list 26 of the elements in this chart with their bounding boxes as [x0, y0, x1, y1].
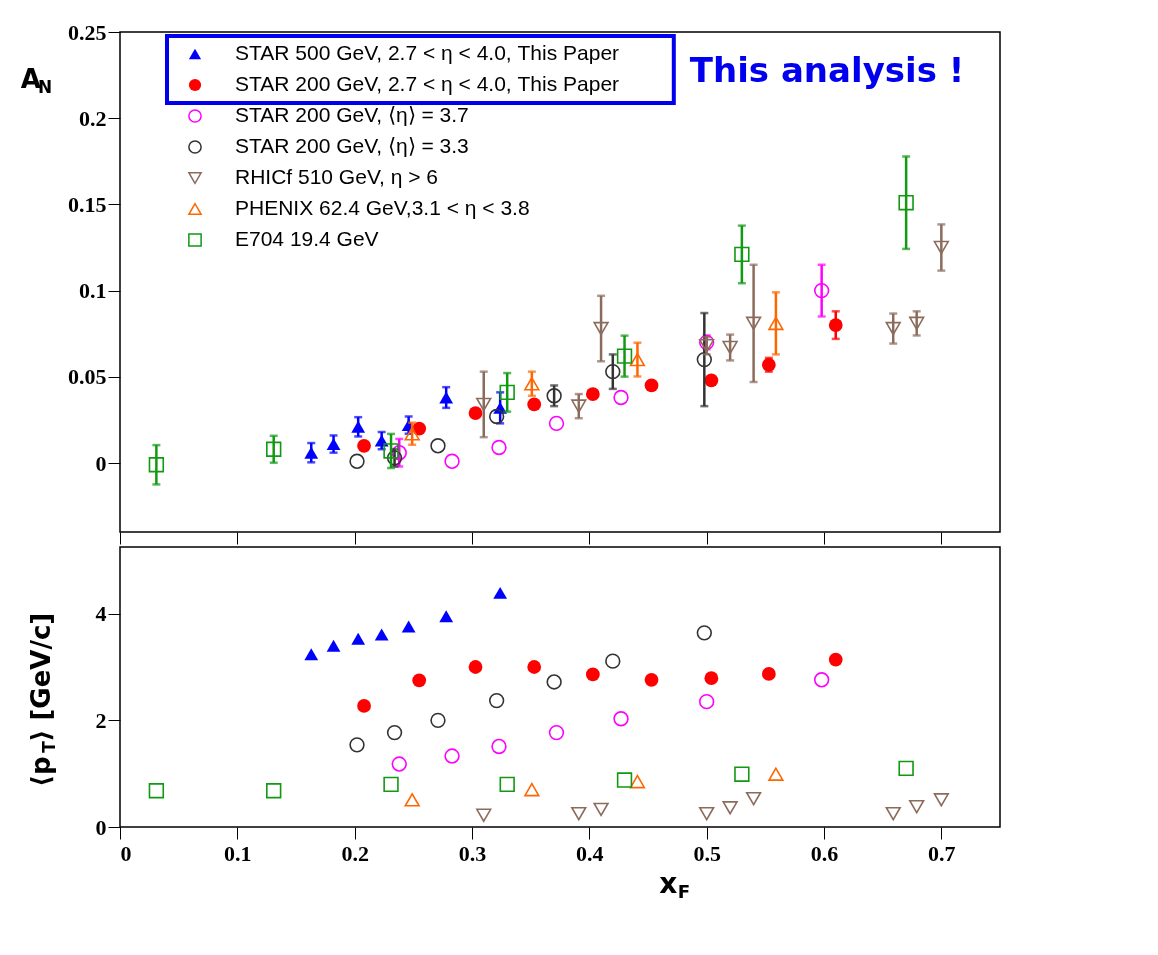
x-tick-label: 0.1 [224, 840, 252, 866]
x-tick-label: 0.4 [576, 840, 604, 866]
legend-label: E704 19.4 GeV [235, 227, 379, 250]
y-tick-label: 0.15 [68, 191, 107, 217]
legend-label: STAR 200 GeV, ⟨η⟩ = 3.3 [235, 134, 469, 157]
x-tick-label: 0.7 [928, 840, 956, 866]
x-tick-label: 0.2 [341, 840, 369, 866]
y-tick-label: 0.05 [68, 364, 107, 390]
x-tick-label: 0.5 [693, 840, 721, 866]
legend-label: STAR 200 GeV, ⟨η⟩ = 3.7 [235, 103, 469, 126]
y-tick-label: 4 [95, 601, 107, 627]
y-tick-label: 0.1 [79, 278, 107, 304]
y-tick-label: 0.25 [68, 19, 107, 45]
x-tick-label: 0 [120, 840, 132, 866]
y-axis-title: ⟨pT⟩ [GeV/c] [26, 612, 59, 787]
legend-label: STAR 500 GeV, 2.7 < η < 4.0, This Paper [235, 41, 620, 64]
legend-label: PHENIX 62.4 GeV,3.1 < η < 3.8 [235, 196, 530, 219]
x-tick-label: 0.3 [458, 840, 487, 866]
y-tick-label: 0 [95, 450, 107, 476]
y-tick-label: 0.2 [79, 105, 107, 131]
x-tick-label: 0.6 [810, 840, 839, 866]
annotation: This analysis ! [689, 50, 965, 90]
legend-label: STAR 200 GeV, 2.7 < η < 4.0, This Paper [235, 72, 620, 95]
y-tick-label: 0 [95, 814, 107, 840]
legend-label: RHICf 510 GeV, η > 6 [235, 165, 438, 188]
y-tick-label: 2 [95, 707, 107, 733]
